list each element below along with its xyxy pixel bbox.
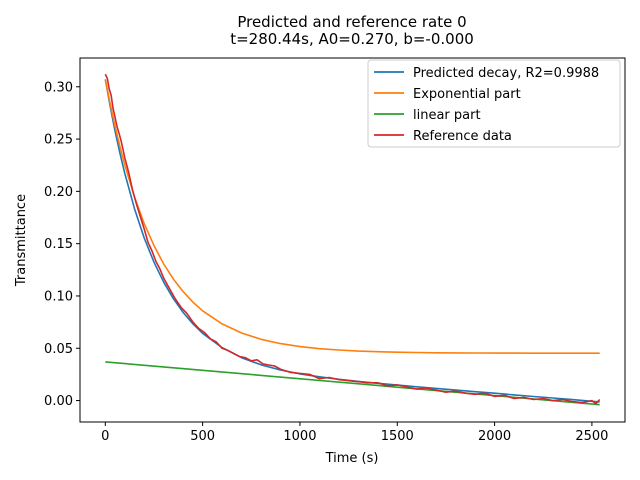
y-tick-label: 0.20 bbox=[44, 185, 73, 200]
series-line-reference-data bbox=[104, 73, 601, 405]
series-line-exponential-part bbox=[104, 79, 600, 355]
y-axis-label: Transmittance bbox=[14, 194, 29, 287]
y-tick-label: 0.05 bbox=[44, 342, 73, 357]
legend-label: Reference data bbox=[413, 129, 512, 144]
y-tick-label: 0.15 bbox=[44, 237, 73, 252]
x-tick-label: 0 bbox=[101, 429, 109, 444]
plot-lines bbox=[104, 73, 601, 406]
y-tick-label: 0.30 bbox=[44, 80, 73, 95]
x-axis-label: Time (s) bbox=[325, 451, 379, 466]
x-tick-label: 500 bbox=[190, 429, 215, 444]
y-tick-label: 0.25 bbox=[44, 133, 73, 148]
legend: Predicted decay, R2=0.9988 Exponential pa… bbox=[367, 59, 621, 148]
x-tick-label: 1500 bbox=[381, 429, 414, 444]
legend-label: Predicted decay, R2=0.9988 bbox=[413, 66, 599, 81]
legend-items: Predicted decay, R2=0.9988 Exponential pa… bbox=[374, 66, 599, 144]
legend-label: Exponential part bbox=[413, 87, 521, 102]
x-tick-label: 2500 bbox=[575, 429, 608, 444]
legend-box bbox=[367, 59, 621, 148]
chart-title: Predicted and reference rate 0 bbox=[237, 13, 466, 31]
plot-area-frame bbox=[79, 57, 626, 423]
y-axis-ticks: 0.00 0.05 0.10 0.15 0.20 0.25 0.30 bbox=[44, 80, 80, 409]
y-tick-label: 0.00 bbox=[44, 394, 73, 409]
x-axis-ticks: 0 500 1000 1500 2000 2500 bbox=[101, 422, 608, 444]
legend-label: linear part bbox=[413, 108, 481, 123]
chart-subtitle: t=280.44s, A0=0.270, b=-0.000 bbox=[230, 30, 474, 48]
y-tick-label: 0.10 bbox=[44, 289, 73, 304]
x-tick-label: 2000 bbox=[478, 429, 511, 444]
x-tick-label: 1000 bbox=[283, 429, 316, 444]
